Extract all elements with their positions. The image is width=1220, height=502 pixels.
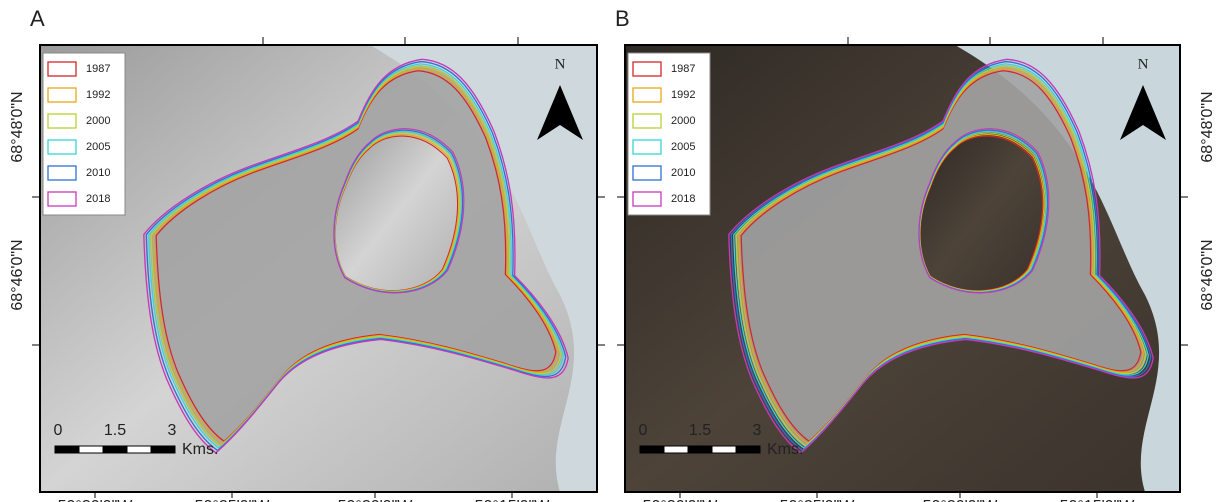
- legend-label: 2010: [671, 167, 695, 179]
- map-panel: 1987 1992 2000 2005 2010 2018 N 0 1.5 3 Kms. 50°30'…: [617, 37, 1216, 502]
- x-tick-label: 50°25'0"W: [195, 498, 271, 502]
- x-tick-label: 50°30'0"W: [643, 498, 719, 502]
- x-tick-label: 50°15'0"W: [475, 498, 551, 502]
- scale-segment: [151, 446, 175, 453]
- y-tick-label: 68°46'0"N: [9, 239, 26, 310]
- scale-unit: Kms.: [182, 441, 218, 458]
- scale-unit: Kms.: [767, 441, 803, 458]
- legend-label: 1987: [86, 63, 110, 75]
- scale-segment: [736, 446, 760, 453]
- north-label: N: [1138, 56, 1149, 72]
- scale-segment: [688, 446, 712, 453]
- scale-segment: [640, 446, 664, 453]
- scale-segment: [664, 446, 688, 453]
- x-tick-label: 50°20'0"W: [338, 498, 414, 502]
- scale-tick-label: 1.5: [689, 422, 711, 439]
- x-tick-label: 50°20'0"W: [923, 498, 999, 502]
- legend-label: 2000: [86, 115, 110, 127]
- scale-tick-label: 1.5: [104, 422, 126, 439]
- legend-box: [43, 53, 125, 215]
- legend-label: 2005: [671, 141, 695, 153]
- scale-tick-label: 3: [753, 422, 762, 439]
- scale-tick-label: 0: [54, 422, 63, 439]
- figure: A 1987 1992 2000 2005 2010 2018 N 0 1.5 3 Kms. 50°30…: [0, 0, 1220, 502]
- legend-label: 1992: [671, 89, 695, 101]
- legend-label: 2018: [671, 193, 695, 205]
- legend-label: 2000: [671, 115, 695, 127]
- panel-label: A: [30, 6, 45, 31]
- scale-tick-label: 0: [639, 422, 648, 439]
- scale-segment: [127, 446, 151, 453]
- legend-label: 1992: [86, 89, 110, 101]
- legend-label: 1987: [671, 63, 695, 75]
- x-tick-label: 50°30'0"W: [58, 498, 134, 502]
- panel-label: B: [615, 6, 630, 31]
- legend-label: 2010: [86, 167, 110, 179]
- y-tick-label: 68°48'0"N: [1199, 91, 1216, 162]
- y-tick-label: 68°46'0"N: [1199, 239, 1216, 310]
- map-panel: 1987 1992 2000 2005 2010 2018 N 0 1.5 3 Kms. 50°30'…: [9, 37, 605, 502]
- x-tick-label: 50°15'0"W: [1060, 498, 1136, 502]
- scale-segment: [79, 446, 103, 453]
- scale-tick-label: 3: [168, 422, 177, 439]
- legend-label: 2018: [86, 193, 110, 205]
- legend-label: 2005: [86, 141, 110, 153]
- scale-segment: [103, 446, 127, 453]
- x-tick-label: 50°25'0"W: [780, 498, 856, 502]
- scale-segment: [712, 446, 736, 453]
- north-label: N: [555, 56, 566, 72]
- legend-box: [628, 53, 710, 215]
- scale-segment: [55, 446, 79, 453]
- y-tick-label: 68°48'0"N: [9, 91, 26, 162]
